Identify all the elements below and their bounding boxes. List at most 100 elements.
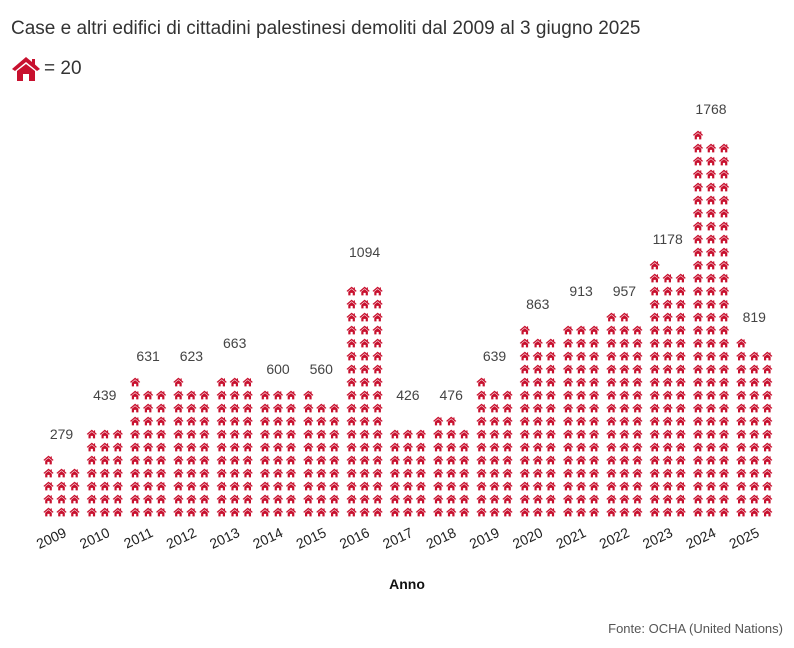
house-icon (389, 494, 401, 504)
house-icon (316, 403, 327, 413)
house-icon (545, 338, 556, 348)
house-icon (459, 418, 470, 426)
house-icon (662, 442, 673, 452)
bar-2011 (129, 377, 167, 517)
house-icon (476, 390, 487, 400)
house-icon (675, 468, 686, 478)
house-icon (346, 299, 357, 309)
house-icon (519, 442, 530, 452)
house-icon (229, 468, 240, 478)
house-icon (749, 494, 760, 504)
house-icon (519, 390, 530, 400)
house-icon (662, 286, 673, 296)
house-icon (129, 416, 141, 426)
house-icon (415, 429, 427, 439)
house-icon (649, 325, 660, 335)
house-icon (762, 494, 773, 504)
house-icon (675, 416, 686, 426)
house-icon (718, 442, 730, 452)
house-icon (242, 377, 253, 387)
house-icon (705, 208, 717, 218)
house-icon (736, 429, 747, 439)
house-icon (675, 377, 686, 387)
house-icon (359, 416, 370, 426)
house-icon (402, 481, 414, 491)
house-icon (606, 494, 617, 504)
house-icon (346, 312, 357, 322)
house-icon (619, 494, 630, 504)
house-icon (489, 377, 500, 387)
bar-2020 (519, 325, 556, 517)
house-icon (415, 468, 427, 478)
house-icon (446, 455, 457, 465)
x-tick-label: 2022 (597, 524, 632, 552)
house-icon (446, 442, 457, 452)
house-icon (142, 507, 154, 517)
house-icon (649, 442, 660, 452)
house-icon (346, 377, 357, 387)
house-icon (259, 455, 271, 465)
house-icon (242, 390, 253, 400)
house-icon (675, 286, 686, 296)
house-icon (229, 416, 240, 426)
house-icon (489, 455, 500, 465)
house-icon (155, 416, 167, 426)
house-icon (562, 325, 574, 335)
house-icon (532, 333, 543, 335)
house-icon (588, 494, 600, 504)
house-icon (718, 403, 730, 413)
house-icon (675, 312, 686, 322)
house-icon (372, 299, 383, 309)
house-icon (359, 507, 370, 517)
house-icon (303, 442, 314, 452)
house-icon (649, 494, 660, 504)
house-icon (285, 403, 297, 413)
house-icon (402, 429, 414, 439)
house-icon (692, 130, 704, 140)
house-icon (285, 481, 297, 491)
house-icon (749, 364, 760, 374)
house-icon (446, 468, 457, 478)
house-icon (329, 416, 340, 426)
house-icon (259, 494, 271, 504)
house-icon (112, 442, 123, 452)
x-axis-title: Anno (389, 576, 425, 592)
house-icon (229, 377, 240, 387)
house-icon (692, 403, 704, 413)
house-icon (649, 364, 660, 374)
house-icon (99, 481, 110, 491)
house-icon (372, 481, 383, 491)
house-icon (402, 442, 414, 452)
house-icon (43, 455, 54, 465)
house-icon (502, 507, 513, 517)
house-icon (762, 364, 773, 374)
x-tick-label: 2025 (727, 524, 762, 552)
house-icon (359, 299, 370, 309)
house-icon (186, 468, 197, 478)
house-icon (692, 286, 704, 296)
house-icon (272, 481, 284, 491)
house-icon (718, 221, 730, 231)
house-icon (692, 221, 704, 231)
house-icon (762, 507, 773, 517)
house-icon (86, 468, 97, 478)
house-icon (216, 377, 227, 387)
house-icon (69, 507, 80, 517)
x-tick-label: 2023 (640, 524, 675, 552)
house-icon (575, 468, 587, 478)
house-icon (718, 325, 730, 335)
house-icon (662, 507, 673, 517)
house-icon (519, 455, 530, 465)
house-icon (632, 416, 643, 426)
house-icon (762, 377, 773, 387)
value-label: 663 (223, 335, 247, 351)
house-icon (649, 403, 660, 413)
house-icon (173, 429, 184, 439)
house-icon (173, 481, 184, 491)
house-icon (242, 507, 253, 517)
house-icon (359, 338, 370, 348)
house-icon (705, 286, 717, 296)
house-icon (588, 390, 600, 400)
house-icon (545, 377, 556, 387)
house-icon (346, 390, 357, 400)
